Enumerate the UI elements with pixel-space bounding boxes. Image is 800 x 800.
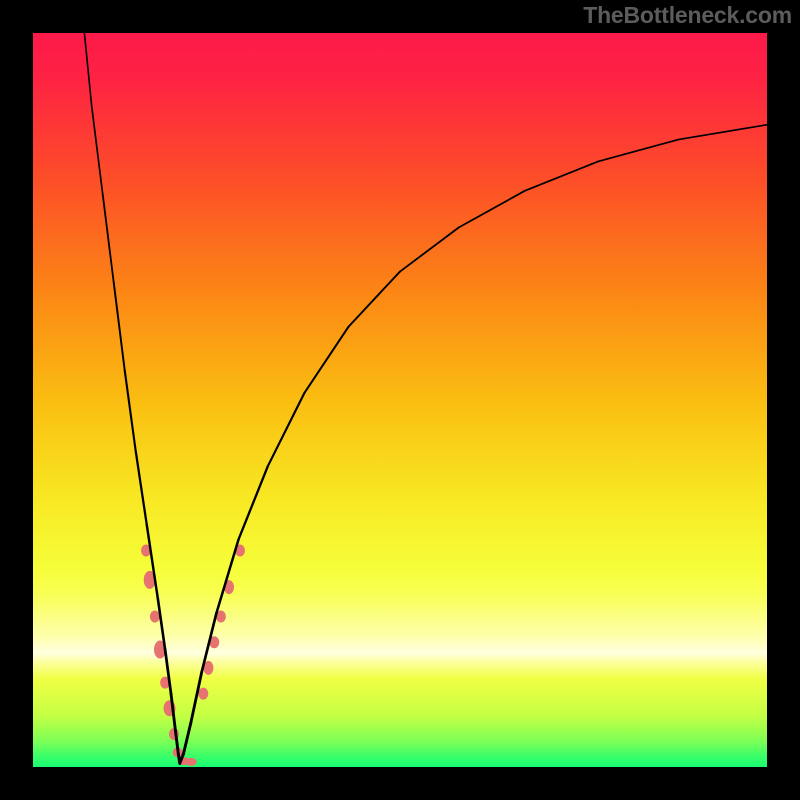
plot-area [33, 33, 767, 767]
curve-segment [183, 723, 190, 754]
curve-segment [305, 327, 349, 393]
curve-segment [349, 272, 400, 327]
chart-stage: TheBottleneck.com [0, 0, 800, 800]
curve-segment [598, 139, 679, 161]
curve-segment [400, 228, 459, 272]
data-marker [185, 758, 197, 766]
curve-segment [136, 451, 147, 524]
curve-segment [217, 539, 239, 612]
curve-segment [239, 466, 268, 539]
curve-segment [459, 191, 525, 228]
curve-segment [92, 106, 103, 194]
bottleneck-curve [33, 33, 767, 767]
curve-segment [679, 125, 767, 140]
curve-segment [84, 33, 91, 106]
curve-segment [114, 283, 125, 371]
data-marker [198, 688, 208, 700]
curve-segment [268, 393, 305, 466]
curve-segment [125, 371, 136, 452]
data-marker [150, 611, 160, 623]
curve-segment [103, 194, 114, 282]
source-watermark: TheBottleneck.com [583, 2, 792, 29]
curve-segment [525, 161, 598, 190]
